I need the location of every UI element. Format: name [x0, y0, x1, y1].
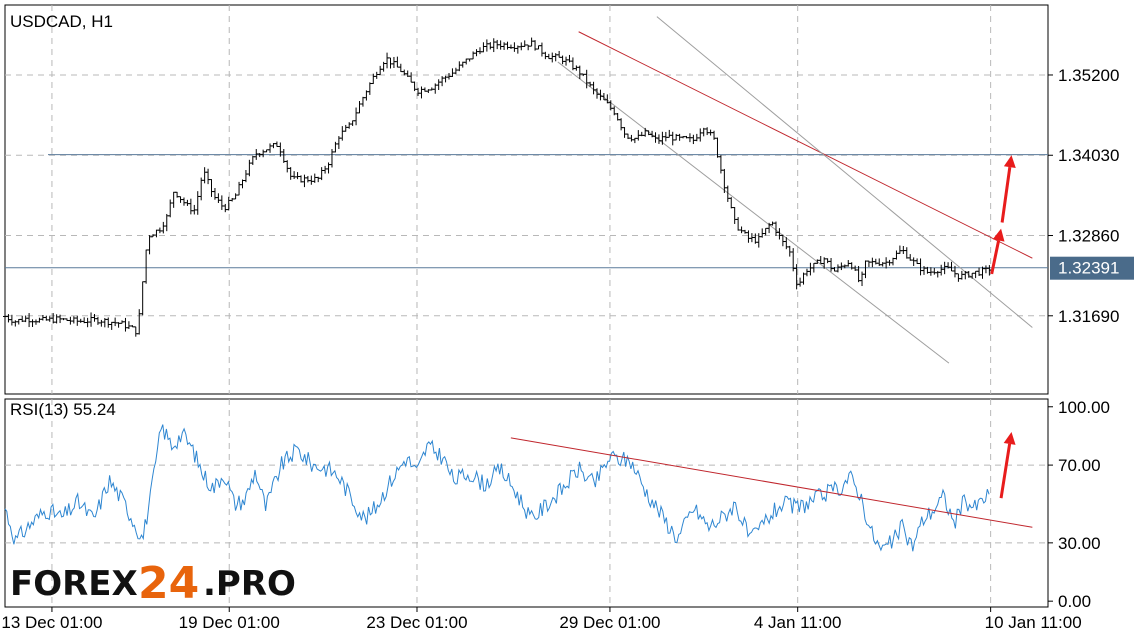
forecast-arrow	[1000, 155, 1016, 223]
time-axis: 13 Dec 01:00 19 Dec 01:00 23 Dec 01:00 29 D…	[1, 607, 1082, 632]
rsi-tick-label: 30.00	[1058, 534, 1101, 553]
forecast-arrow	[999, 432, 1016, 499]
price-trendline	[557, 61, 950, 364]
rsi-tick-label: 0.00	[1058, 592, 1091, 611]
rsi-trendline	[510, 437, 1033, 528]
forecast-arrow	[990, 228, 1005, 275]
rsi-tick-label: 100.00	[1058, 398, 1110, 417]
price-tick-label: 1.31690	[1058, 307, 1119, 326]
price-trendline	[578, 31, 1033, 259]
current-price-label: 1.32391	[1058, 259, 1119, 278]
rsi-tick-label: 70.00	[1058, 456, 1101, 475]
price-tick-label: 1.34030	[1058, 146, 1119, 165]
time-tick-label: 10 Jan 11:00	[985, 613, 1082, 632]
forecast-arrow-head	[992, 228, 1005, 242]
price-bars	[3, 37, 992, 337]
forecast-arrows	[990, 155, 1016, 499]
logo-part-24: 24	[138, 558, 199, 609]
rsi-axis: 0.00 30.00 70.00 100.00	[1048, 398, 1110, 611]
price-levels	[5, 154, 1048, 269]
forecast-arrow-shaft	[999, 443, 1012, 499]
time-tick-label: 13 Dec 01:00	[1, 613, 102, 632]
rsi-series-line	[4, 424, 990, 552]
price-axis: 1.31690 1.32860 1.34030 1.35200	[1048, 66, 1119, 326]
time-tick-label: 23 Dec 01:00	[366, 613, 467, 632]
rsi-trendline-line	[510, 437, 1033, 528]
rsi-title: RSI(13) 55.24	[10, 400, 116, 419]
time-tick-label: 4 Jan 11:00	[754, 613, 842, 632]
forecast-arrow-head	[1003, 432, 1016, 445]
price-trendlines	[557, 16, 1033, 364]
forex24-logo: FOREX 24 .PRO	[10, 558, 296, 609]
rsi-panel	[4, 398, 1049, 608]
price-grid	[5, 5, 1048, 394]
price-tick-label: 1.32860	[1058, 227, 1119, 246]
forecast-arrow-head	[1003, 155, 1016, 168]
logo-part-forex: FOREX	[10, 564, 138, 604]
current-price-marker	[1050, 256, 1134, 280]
time-tick-label: 19 Dec 01:00	[179, 613, 280, 632]
forecast-arrow-shaft	[1000, 166, 1012, 223]
price-panel	[4, 4, 1049, 395]
price-trendline	[656, 16, 1033, 328]
forecast-arrow-shaft	[990, 240, 1001, 275]
chart-title: USDCAD, H1	[10, 12, 113, 31]
logo-part-pro: .PRO	[203, 564, 296, 604]
rsi-line	[4, 424, 990, 552]
time-tick-label: 29 Dec 01:00	[559, 613, 660, 632]
price-tick-label: 1.35200	[1058, 66, 1119, 85]
